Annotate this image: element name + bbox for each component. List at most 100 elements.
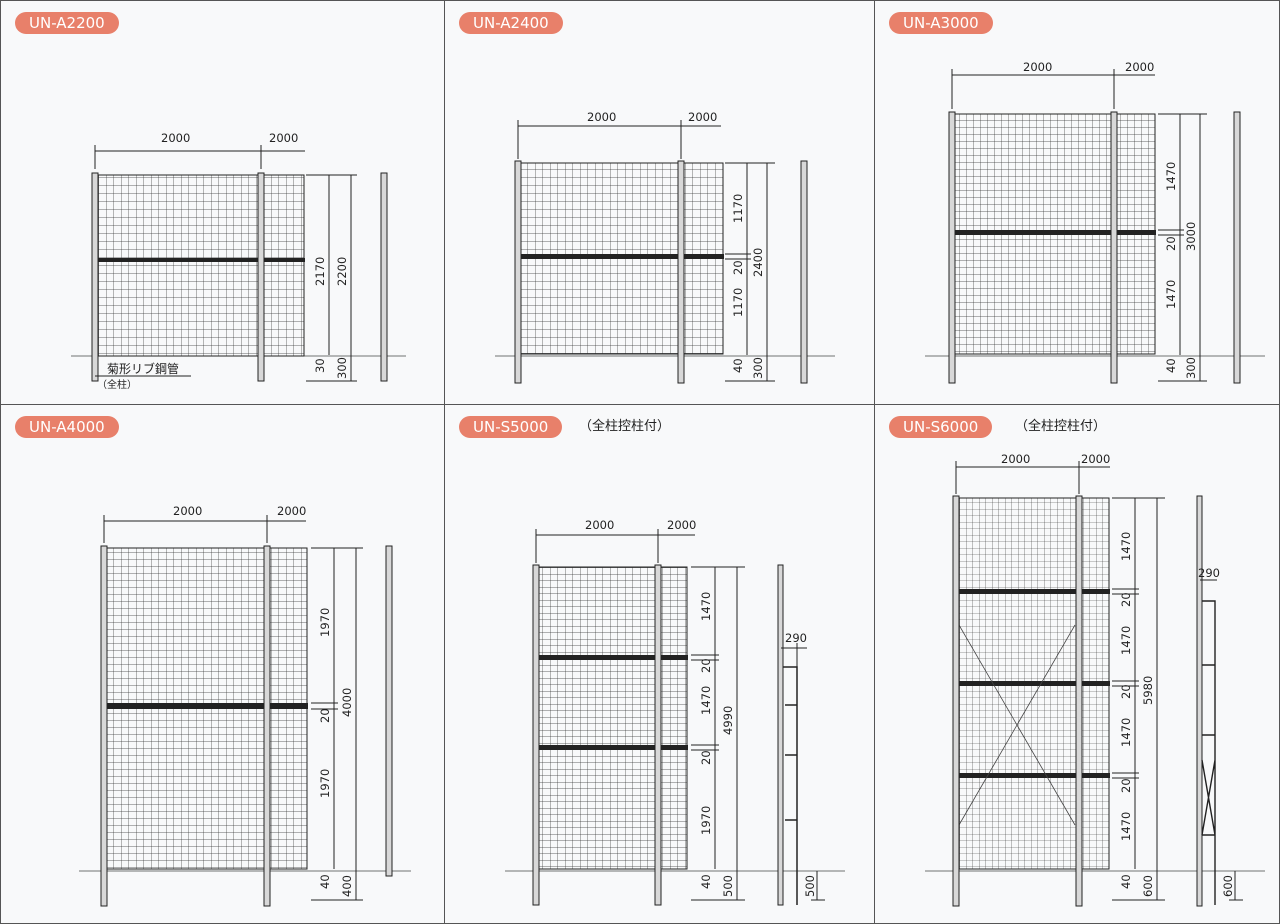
post	[263, 545, 271, 907]
mid-rail	[956, 681, 1110, 686]
mid-rail	[518, 254, 724, 259]
dim-gap: 20	[1119, 592, 1133, 607]
dim-bottom-gap: 40	[699, 874, 713, 889]
dim-height: 1470	[1164, 280, 1178, 309]
dim-height: 1970	[699, 806, 713, 835]
panel-un-a2200: UN-A2200 2000 2000 2170 2200 30 300 菊形リ	[0, 0, 445, 405]
dim-span-next: 2000	[1081, 452, 1110, 466]
side-post	[385, 545, 393, 877]
dim-span-next: 2000	[277, 504, 306, 518]
dim-bottom-gap: 30	[313, 358, 327, 373]
model-note: （全柱控柱付）	[1015, 419, 1107, 434]
post	[952, 495, 960, 907]
dim-height: 1170	[731, 194, 745, 223]
side-post	[777, 564, 784, 906]
dim-gap: 20	[1164, 236, 1178, 251]
dim-span-main: 2000	[1001, 452, 1030, 466]
dim-height: 1470	[699, 592, 713, 621]
dim-total: 4000	[340, 688, 354, 717]
dim-bottom-gap: 40	[1164, 358, 1178, 373]
dim-span-main: 2000	[173, 504, 202, 518]
dim-total: 3000	[1184, 222, 1198, 251]
panel-un-a4000: UN-A4000 2000 2000 1970 20 1970	[0, 404, 445, 924]
post	[677, 160, 685, 384]
dim-brace-embed: 600	[1221, 875, 1235, 897]
dim-gap: 20	[699, 658, 713, 673]
fence-drawing: 2000 2000 290 1470 20 1470 20 1470 20 14…	[925, 452, 1265, 907]
dim-gap: 20	[1119, 778, 1133, 793]
mid-rail	[536, 745, 688, 750]
dim-total: 5980	[1141, 676, 1155, 705]
dim-span-next: 2000	[269, 131, 298, 145]
fence-drawing: 2000 2000 290 1470 20 1470 20 1970 4990 …	[505, 518, 845, 906]
side-post	[800, 160, 808, 384]
dim-span-main: 2000	[161, 131, 190, 145]
mid-rail	[536, 655, 688, 660]
fence-drawing: 2000 2000 2170 2200 30 300 菊形リブ鋼管 （全柱）	[71, 131, 406, 391]
dim-height: 1470	[1119, 718, 1133, 747]
dim-bottom-gap: 40	[731, 358, 745, 373]
model-badge: UN-A2400	[459, 12, 563, 34]
dim-height: 1970	[318, 608, 332, 637]
mid-rail	[952, 230, 1156, 235]
fence-drawing: 2000 2000 1470 20 1470 3000 40 300	[925, 60, 1265, 384]
support-brace	[1201, 600, 1216, 905]
dim-height: 1470	[1119, 626, 1133, 655]
dim-brace-width: 290	[1198, 566, 1220, 580]
dim-total: 2200	[335, 257, 349, 286]
model-badge: UN-A4000	[15, 416, 119, 438]
dim-embed: 300	[751, 357, 765, 379]
dim-span-next: 2000	[688, 110, 717, 124]
side-post	[1233, 111, 1241, 384]
mid-rail	[956, 773, 1110, 778]
dim-height: 1970	[318, 769, 332, 798]
dim-height: 2170	[313, 257, 327, 286]
post	[91, 172, 99, 382]
dim-embed: 300	[1184, 357, 1198, 379]
post	[257, 172, 265, 382]
dim-height: 1470	[1164, 162, 1178, 191]
panel-un-a3000: UN-A3000 2000 2000 1470 20 1470	[874, 0, 1280, 405]
model-note: （全柱控柱付）	[579, 419, 671, 434]
dim-gap: 20	[1119, 684, 1133, 699]
dim-bottom-gap: 40	[318, 874, 332, 889]
dim-height: 1470	[1119, 532, 1133, 561]
post	[654, 564, 662, 906]
mesh-panel	[536, 566, 688, 870]
dim-brace-width: 290	[785, 631, 807, 645]
pipe-label: 菊形リブ鋼管	[107, 361, 179, 376]
model-badge: UN-A2200	[15, 12, 119, 34]
pipe-sub-label: （全柱）	[97, 378, 137, 391]
support-brace	[783, 666, 798, 905]
dim-height: 1170	[731, 288, 745, 317]
dim-total: 2400	[751, 248, 765, 277]
post	[1075, 495, 1083, 907]
mid-rail	[956, 589, 1110, 594]
mid-rail	[95, 258, 305, 262]
dim-span-next: 2000	[1125, 60, 1154, 74]
post	[100, 545, 108, 907]
side-post	[1196, 495, 1203, 907]
side-post	[380, 172, 388, 382]
dim-gap: 20	[318, 708, 332, 723]
dim-bottom-gap: 40	[1119, 874, 1133, 889]
fence-drawing: 2000 2000 1170 20 1170 2400 40 300	[495, 110, 835, 384]
mesh-panel	[95, 174, 305, 357]
dim-total: 4990	[721, 706, 735, 735]
cross-brace	[958, 624, 1076, 826]
dim-span-main: 2000	[587, 110, 616, 124]
dim-height: 1470	[699, 686, 713, 715]
panel-un-s5000: UN-S5000 （全柱控柱付） 2000 2000 290	[444, 404, 875, 924]
dim-embed: 400	[340, 875, 354, 897]
dim-gap: 20	[731, 260, 745, 275]
dim-brace-embed: 500	[803, 875, 817, 897]
dim-embed: 300	[335, 357, 349, 379]
fence-drawing: 2000 2000 1970 20 1970 4000 40 400	[79, 504, 411, 907]
dim-embed: 500	[721, 875, 735, 897]
dim-span-main: 2000	[1023, 60, 1052, 74]
post	[514, 160, 522, 384]
post	[1110, 111, 1118, 384]
post	[532, 564, 540, 906]
model-badge: UN-S5000	[459, 416, 563, 438]
